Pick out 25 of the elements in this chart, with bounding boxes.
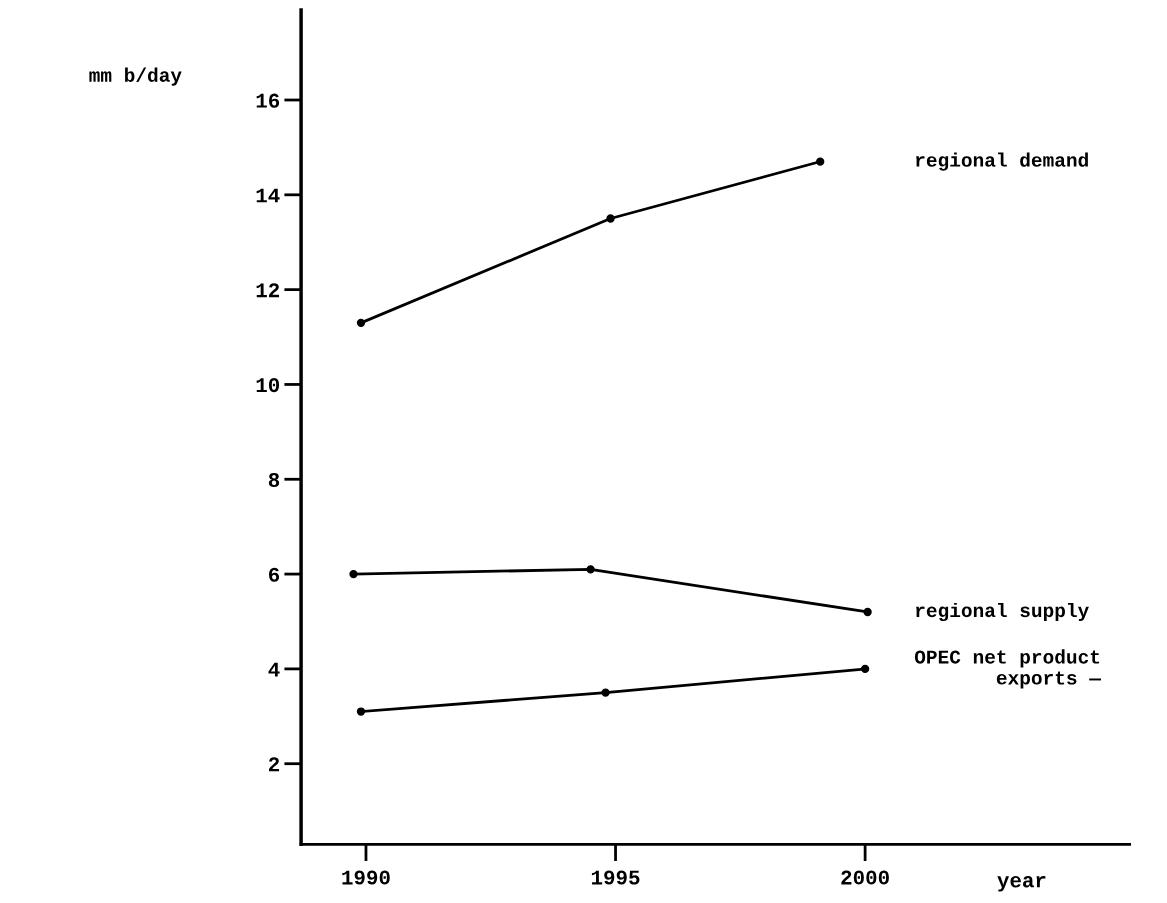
point: [863, 607, 872, 617]
x-tick-label: 1995: [591, 870, 640, 885]
point: [816, 157, 825, 166]
x-axis-title: year: [997, 876, 1046, 892]
y-tick-label: 6: [269, 567, 280, 582]
point: [356, 318, 366, 327]
point: [356, 707, 366, 716]
point: [601, 688, 610, 697]
text: regional supply: [916, 602, 1089, 622]
x-tick-label: 2000: [841, 870, 889, 885]
x-tick-label: 1990: [342, 870, 390, 885]
y-tick-label: 16: [256, 93, 280, 108]
y-tick-label: 2: [269, 757, 280, 772]
point: [586, 565, 595, 574]
y-tick-label: 14: [256, 188, 280, 203]
point: [606, 214, 615, 223]
y-tick-label: 8: [268, 472, 280, 488]
text: regional demand: [916, 152, 1088, 171]
y-tick-label: 10: [256, 378, 280, 393]
point: [860, 664, 870, 674]
y-tick-label: 12: [256, 283, 280, 298]
point: [349, 569, 358, 579]
y-tick-label: 4: [268, 662, 280, 677]
text: OPEC net product exports —: [914, 649, 1102, 689]
y-axis-title: mm b/day: [89, 67, 182, 86]
